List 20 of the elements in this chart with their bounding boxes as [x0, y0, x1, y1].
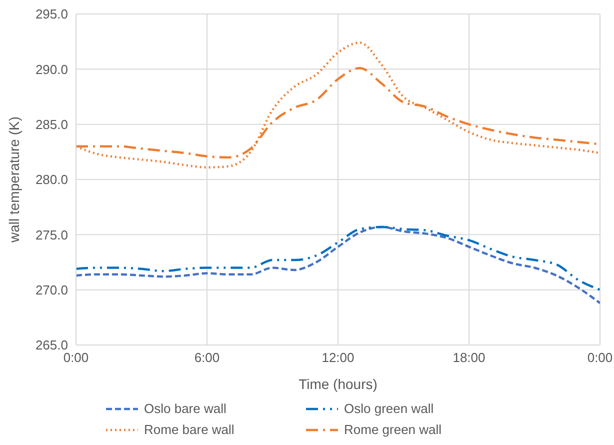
y-tick-label: 275.0: [35, 227, 68, 242]
y-tick-label: 280.0: [35, 172, 68, 188]
y-tick-label: 270.0: [35, 282, 68, 298]
x-tick-label: 12:00: [322, 350, 354, 366]
y-axis-title: wall temperature (K): [6, 116, 22, 244]
y-tick-label: 285.0: [35, 116, 68, 132]
line-series: [76, 226, 600, 304]
y-tick-label: 265.0: [35, 338, 68, 353]
legend-label: Oslo bare wall: [144, 401, 226, 416]
y-tick-label: 290.0: [35, 62, 68, 77]
legend-label: Rome bare wall: [144, 422, 234, 437]
x-tick-label: 6:00: [194, 350, 220, 366]
legend-label: Rome green wall: [344, 422, 442, 437]
x-axis-title: Time (hours): [298, 376, 378, 392]
legend-label: Oslo green wall: [344, 401, 434, 416]
line-series: [76, 226, 600, 291]
y-tick-label: 295.0: [35, 6, 68, 22]
x-tick-label: 0:00: [587, 350, 613, 366]
x-tick-label: 0:00: [63, 350, 89, 366]
x-tick-label: 18:00: [452, 350, 486, 366]
